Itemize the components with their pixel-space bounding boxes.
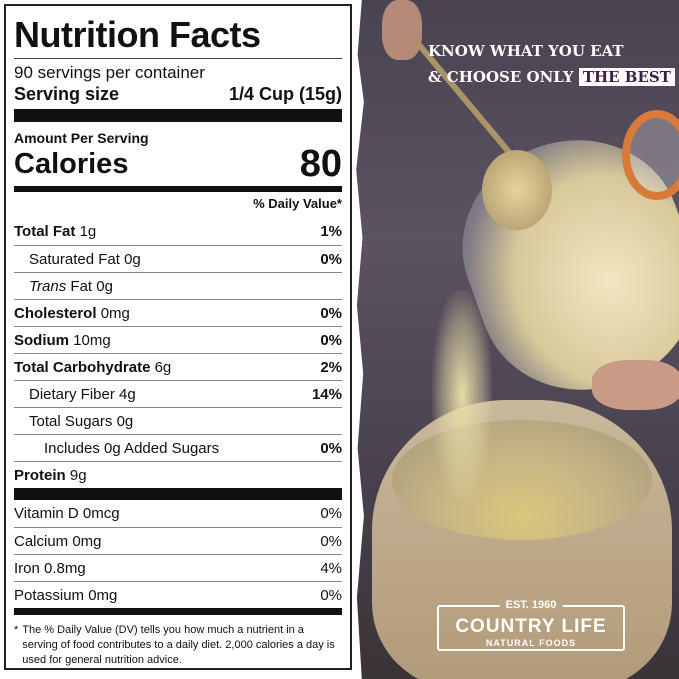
vitamin-row: Calcium 0mg 0%	[14, 527, 342, 554]
footnote-text: The % Daily Value (DV) tells you how muc…	[22, 624, 335, 666]
nutrient-daily-value: 14%	[311, 385, 342, 403]
nutrient-name: Cholesterol	[14, 304, 97, 322]
serving-size-value: 1/4 Cup (15g)	[228, 84, 342, 104]
nutrition-facts-label: Nutrition Facts 90 servings per containe…	[4, 4, 352, 670]
divider	[14, 58, 342, 59]
nutrient-name: Protein	[14, 466, 66, 484]
nutrient-amount: 0g	[124, 250, 141, 268]
footnote: * The % Daily Value (DV) tells you how m…	[14, 615, 342, 668]
nutrient-amount: 0g	[116, 412, 134, 430]
servings-per-container: 90 servings per container	[14, 63, 205, 82]
nutrient-row: Total Sugars 0g	[14, 407, 342, 434]
product-photo: KNOW WHAT YOU EAT & CHOOSE ONLY THE BEST…	[352, 0, 679, 679]
calories-value: 80	[299, 143, 342, 185]
vitamin-row: Potassium 0mg 0%	[14, 581, 342, 608]
brand-logo: EST. 1960 COUNTRY LIFE NATURAL FOODS	[437, 599, 625, 651]
hand	[592, 360, 679, 410]
nutrient-daily-value: 0%	[320, 304, 342, 322]
medium-divider	[14, 186, 342, 192]
nutrient-name: Total Fat	[14, 223, 76, 240]
nutrient-amount: 0mg	[100, 304, 130, 322]
nutrient-name: Trans	[29, 277, 67, 295]
nutrient-amount: Fat 0g	[70, 277, 113, 295]
logo-est: EST. 1960	[499, 599, 563, 611]
nutrient-amount: 4g	[119, 385, 136, 403]
label-title: Nutrition Facts	[14, 14, 261, 55]
vitamin-name: Calcium 0mg	[14, 532, 102, 550]
thick-divider	[14, 488, 342, 500]
thick-divider	[14, 109, 342, 122]
nutrient-row: Includes 0g Added Sugars 0%	[14, 434, 342, 461]
promo-slogan: KNOW WHAT YOU EAT & CHOOSE ONLY THE BEST	[428, 38, 675, 90]
vitamin-name: Potassium 0mg	[14, 586, 118, 604]
footnote-mark: *	[14, 624, 19, 636]
vitamin-daily-value: 0%	[320, 586, 342, 604]
daily-value-header: % Daily Value*	[253, 196, 342, 211]
nutrient-name: Includes 0g Added Sugars	[44, 439, 220, 457]
nutrient-row: Cholesterol 0mg 0%	[14, 299, 342, 326]
nutrient-amount: 1g	[79, 223, 97, 240]
serving-size-label: Serving size	[14, 84, 120, 104]
nutrient-row: Protein 9g	[14, 461, 342, 488]
medium-divider	[14, 608, 342, 615]
nutrient-row: Total Fat 1g 1%	[14, 218, 342, 245]
nutrient-list: Total Fat 1g 1% Saturated Fat 0g 0% Trans Fa…	[14, 218, 342, 488]
nutrient-name: Total Carbohydrate	[14, 358, 151, 376]
vitamin-row: Vitamin D 0mcg 0%	[14, 500, 342, 527]
vitamin-row: Iron 0.8mg 4%	[14, 554, 342, 581]
nutrient-name: Sodium	[14, 331, 69, 349]
nutrient-daily-value: 0%	[320, 439, 342, 457]
vitamin-daily-value: 4%	[320, 559, 342, 577]
bowl-powder	[392, 420, 652, 540]
falling-powder	[432, 290, 492, 500]
jar-lid	[622, 110, 679, 200]
vitamin-daily-value: 0%	[320, 505, 342, 522]
nutrient-row: Trans Fat 0g	[14, 272, 342, 299]
nutrient-name: Total Sugars	[29, 412, 113, 430]
amount-per-serving: Amount Per Serving	[14, 130, 149, 146]
vitamin-name: Vitamin D 0mcg	[14, 505, 120, 522]
nutrient-daily-value: 2%	[320, 358, 342, 376]
nutrient-name: Saturated Fat	[29, 250, 120, 268]
slogan-line-2: & CHOOSE ONLY	[428, 68, 574, 86]
nutrient-row: Sodium 10mg 0%	[14, 326, 342, 353]
slogan-line-1: KNOW WHAT YOU EAT	[428, 42, 624, 60]
vitamin-list: Vitamin D 0mcg 0% Calcium 0mg 0% Iron 0.8mg 4…	[14, 500, 342, 608]
nutrient-row: Total Carbohydrate 6g 2%	[14, 353, 342, 380]
vitamin-name: Iron 0.8mg	[14, 559, 86, 577]
nutrient-amount: 6g	[154, 358, 172, 376]
nutrient-daily-value: 0%	[320, 331, 342, 349]
nutrient-daily-value: 0%	[320, 250, 342, 268]
torn-edge	[352, 0, 364, 679]
nutrient-amount: 9g	[69, 466, 87, 484]
spoon	[482, 150, 552, 230]
nutrient-name: Dietary Fiber	[29, 385, 115, 403]
nutrient-row: Saturated Fat 0g 0%	[14, 245, 342, 272]
logo-name: COUNTRY LIFE	[455, 616, 607, 637]
hand	[382, 0, 422, 60]
calories-label: Calories	[14, 148, 129, 180]
slogan-highlight: THE BEST	[578, 68, 675, 86]
nutrient-daily-value: 1%	[320, 223, 342, 240]
logo-sub: NATURAL FOODS	[485, 638, 577, 648]
vitamin-daily-value: 0%	[320, 532, 342, 550]
nutrient-amount: 10mg	[73, 331, 111, 349]
nutrient-row: Dietary Fiber 4g 14%	[14, 380, 342, 407]
